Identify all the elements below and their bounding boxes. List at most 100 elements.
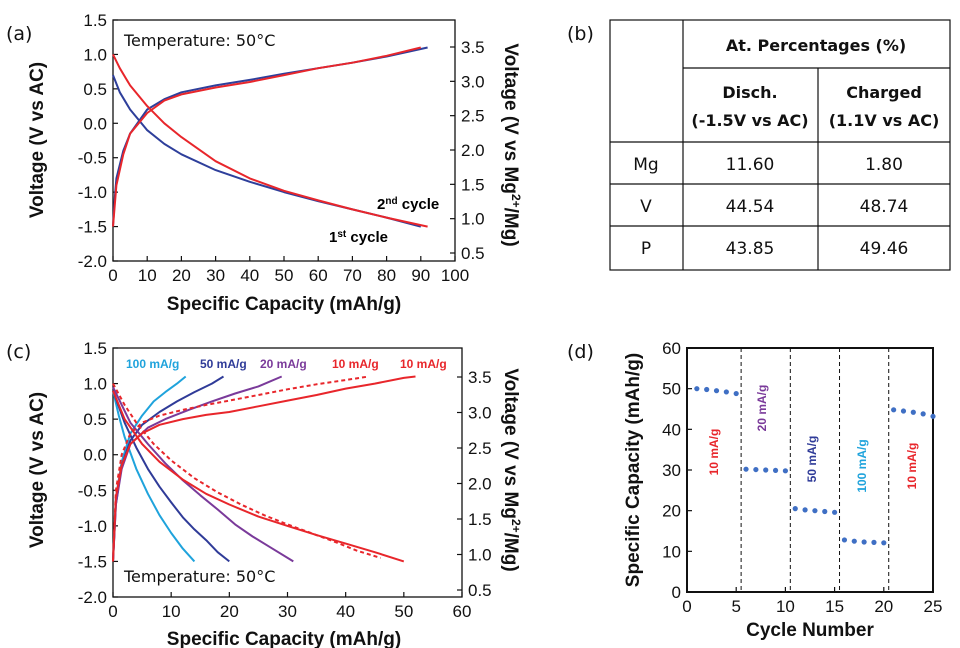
segment-label-100: 100 mA/g: [855, 439, 869, 492]
y2-tick-label: 0.5: [468, 581, 492, 600]
data-point: [812, 508, 818, 514]
y-axis-title-d: Specific Capacity (mAh/g): [623, 353, 644, 587]
y2-tick-label: 1.0: [468, 546, 492, 565]
rate-label-10-dashed: 10 mA/g: [332, 357, 379, 371]
data-point: [733, 390, 739, 397]
y2-tick-label: 1.5: [468, 510, 492, 529]
y-tick-label: 0.0: [83, 446, 107, 465]
data-point: [851, 538, 857, 544]
data-point: [763, 467, 769, 473]
x-tick-label: 30: [206, 266, 225, 285]
y-tick-label: 0.0: [83, 114, 107, 133]
x-tick-label: 25: [924, 597, 943, 616]
x-tick-label: 10: [138, 266, 157, 285]
segment-label-10-b: 10 mA/g: [905, 443, 919, 490]
y2-tick-label: 3.0: [461, 72, 485, 91]
x-tick-label: 15: [825, 597, 844, 616]
data-point: [792, 506, 798, 512]
y2-tick-label: 2.0: [461, 141, 485, 160]
chart-d: Cycle Number Specific Capacity (mAh/g) 1…: [623, 339, 942, 641]
data-point: [871, 539, 877, 545]
y-tick-label: 1.0: [83, 45, 107, 64]
panel-label-b: (b): [567, 23, 594, 45]
x-tick-label: 5: [731, 597, 740, 616]
y2-axis-title-c: Voltage (V vs Mg2+/Mg): [500, 368, 523, 571]
x-tick-label: 10: [162, 602, 181, 621]
table-border: [609, 19, 951, 271]
cell-p-charged: 49.46: [860, 239, 909, 259]
rate-label-10-solid: 10 mA/g: [400, 357, 447, 371]
column-subheader-disch: (-1.5V vs AC): [691, 111, 808, 130]
segment-label-20: 20 mA/g: [755, 385, 769, 432]
row-element-v: V: [640, 197, 652, 217]
y2-tick-label: 0.5: [461, 244, 485, 263]
panel-label-d: (d): [567, 341, 594, 363]
series-line: [112, 375, 416, 562]
y-axis-title-c: Voltage (V vs AC): [27, 392, 48, 548]
series-line: [112, 74, 422, 228]
cell-mg-disch: 11.60: [726, 155, 775, 175]
y-tick-label: -1.0: [78, 183, 107, 202]
x-axis-title-d: Cycle Number: [746, 620, 874, 641]
y-tick-label: 0.5: [83, 80, 107, 99]
data-point: [900, 408, 907, 414]
data-point: [861, 539, 867, 545]
y-tick-label: 60: [662, 339, 681, 358]
data-point: [841, 537, 848, 543]
x-tick-label: 50: [394, 602, 413, 621]
data-point: [910, 409, 916, 415]
y-tick-label: 0.5: [83, 410, 107, 429]
rate-label-100: 100 mA/g: [126, 357, 179, 371]
x-tick-label: 40: [240, 266, 259, 285]
data-point: [743, 466, 749, 472]
cell-v-disch: 44.54: [726, 197, 775, 217]
data-point: [723, 389, 729, 395]
segment-label-10-a: 10 mA/g: [707, 429, 721, 476]
x-tick-label: 20: [220, 602, 239, 621]
y-axis-title-a: Voltage (V vs AC): [27, 62, 48, 218]
x-tick-label: 20: [874, 597, 893, 616]
x-tick-label: 0: [108, 266, 117, 285]
chart-a: Temperature: 50°C Specific Capacity (mAh…: [27, 11, 523, 315]
y-tick-label: 0: [672, 583, 681, 602]
x-axis-title-c: Specific Capacity (mAh/g): [167, 629, 401, 648]
data-point: [713, 388, 720, 394]
y-tick-label: -0.5: [78, 481, 107, 500]
y-tick-label: 1.5: [83, 11, 107, 30]
y-tick-label: 10: [662, 542, 681, 561]
composition-table: At. Percentages (%) Disch. (-1.5V vs AC)…: [609, 19, 951, 271]
y-tick-label: -1.0: [78, 517, 107, 536]
x-tick-label: 10: [776, 597, 795, 616]
y-tick-label: 40: [662, 420, 681, 439]
panel-label-a: (a): [6, 23, 32, 45]
x-tick-label: 40: [336, 602, 355, 621]
x-tick-label: 90: [411, 266, 430, 285]
series-line: [112, 46, 422, 227]
column-header-charged: Charged: [846, 83, 922, 102]
data-point: [832, 509, 838, 515]
y2-tick-label: 3.5: [468, 368, 492, 387]
data-point: [802, 507, 808, 513]
x-axis-title-a: Specific Capacity (mAh/g): [167, 294, 401, 315]
chart-c: Temperature: 50°C Specific Capacity (mAh…: [27, 339, 523, 648]
y-tick-label: -0.5: [78, 149, 107, 168]
x-tick-label: 60: [453, 602, 472, 621]
data-point: [782, 468, 789, 474]
data-point: [772, 467, 779, 474]
segment-label-50: 50 mA/g: [805, 436, 819, 483]
column-header-disch: Disch.: [722, 83, 777, 102]
x-tick-label: 20: [172, 266, 191, 285]
data-point: [694, 386, 700, 392]
series-line: [112, 375, 283, 562]
series-line: [112, 53, 428, 228]
legend-2nd-cycle: 2nd cycle: [377, 196, 439, 214]
x-tick-label: 70: [343, 266, 362, 285]
y-tick-label: 20: [662, 502, 681, 521]
data-point: [753, 466, 759, 473]
row-element-p: P: [641, 239, 651, 259]
x-tick-label: 100: [441, 266, 469, 285]
series-line: [112, 386, 294, 563]
y2-tick-label: 2.5: [461, 107, 485, 126]
data-point: [930, 413, 936, 419]
data-point: [920, 411, 926, 417]
